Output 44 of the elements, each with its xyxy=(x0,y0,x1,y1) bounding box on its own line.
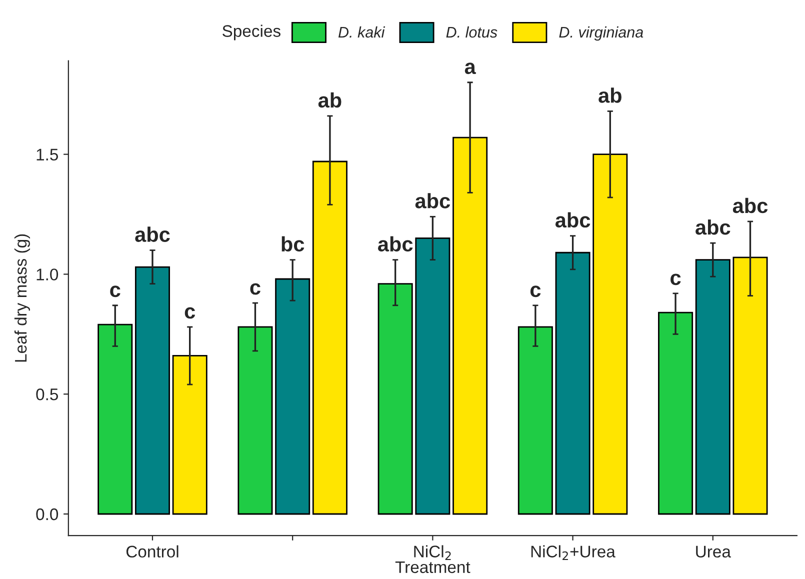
bar xyxy=(312,160,348,515)
bar xyxy=(238,326,273,515)
x-tick-label: Urea xyxy=(696,546,731,558)
data-label: abc xyxy=(415,193,450,208)
bar xyxy=(695,259,730,515)
data-label: a xyxy=(464,62,476,74)
x-tick-label: NiCl$_{2}$ xyxy=(414,545,451,560)
data-label: c xyxy=(670,274,681,286)
data-label: abc xyxy=(732,198,768,214)
y-axis-title: Leaf dry mass (g) xyxy=(14,234,30,362)
bar xyxy=(172,355,208,515)
data-label: c xyxy=(250,283,260,295)
bar xyxy=(518,326,553,515)
legend-label: D. lotus xyxy=(446,26,498,38)
bar xyxy=(555,252,590,515)
data-label: abc xyxy=(696,219,730,235)
data-label: ab xyxy=(318,92,342,108)
data-label: abc xyxy=(555,212,590,228)
data-label: abc xyxy=(378,236,413,252)
bar xyxy=(378,283,413,515)
data-label: bc xyxy=(282,236,304,252)
bar xyxy=(732,256,768,515)
y-tick-label: 0.0 xyxy=(36,508,58,520)
legend-label: D. virginiana xyxy=(559,26,644,41)
data-label: c xyxy=(184,307,196,319)
y-tick-label: 1.5 xyxy=(36,148,58,161)
legend-label: D. kaki xyxy=(338,26,386,38)
x-tick-label: NiCl$_{2}$+Urea xyxy=(531,545,616,560)
bar xyxy=(592,154,628,515)
y-tick-label: 1.0 xyxy=(36,268,58,280)
bar xyxy=(658,312,694,515)
x-axis-title: Treatment xyxy=(395,561,470,574)
bar xyxy=(275,278,310,515)
data-label: abc xyxy=(135,226,170,242)
data-label: c xyxy=(530,286,541,298)
data-label: c xyxy=(110,286,120,298)
x-tick-label: Control xyxy=(126,545,178,558)
bar xyxy=(98,324,133,515)
bar xyxy=(452,136,488,515)
y-tick-label: 0.5 xyxy=(36,388,58,400)
bar xyxy=(415,238,450,515)
data-label: ab xyxy=(598,88,622,103)
legend-title: Species xyxy=(222,24,280,40)
bar xyxy=(134,266,170,515)
